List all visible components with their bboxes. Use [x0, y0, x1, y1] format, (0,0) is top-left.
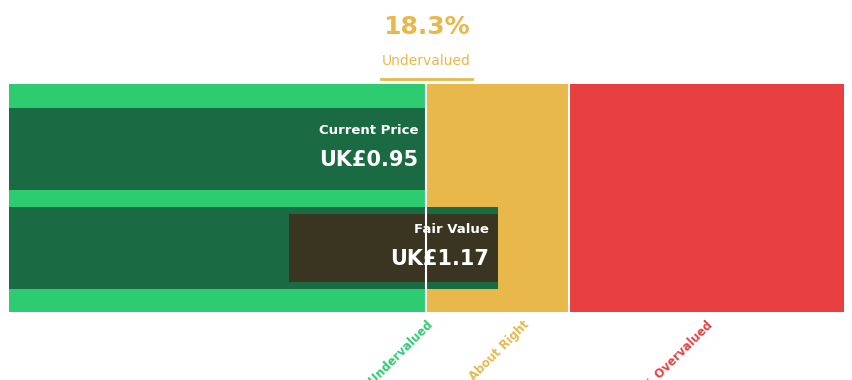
Text: Fair Value: Fair Value [414, 223, 489, 236]
Text: 18.3%: 18.3% [383, 15, 469, 39]
Bar [288, 214, 497, 282]
Bar [426, 84, 568, 312]
Bar [242, 114, 426, 183]
Text: Undervalued: Undervalued [382, 54, 470, 68]
Bar [9, 108, 426, 190]
Text: 20% Undervalued: 20% Undervalued [343, 318, 435, 380]
Text: 20% Overvalued: 20% Overvalued [630, 318, 715, 380]
Bar [9, 84, 426, 312]
Text: Current Price: Current Price [319, 124, 417, 136]
Text: UK£0.95: UK£0.95 [319, 150, 417, 170]
Text: About Right: About Right [466, 318, 531, 380]
Bar [568, 84, 843, 312]
Text: UK£1.17: UK£1.17 [390, 249, 489, 269]
Bar [9, 207, 497, 289]
